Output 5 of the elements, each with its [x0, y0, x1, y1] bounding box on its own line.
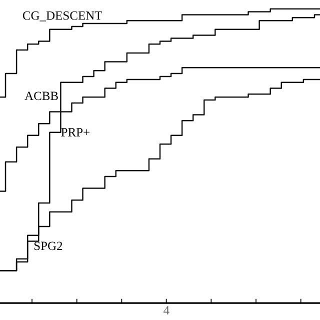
series-label: CG_DESCENT — [22, 11, 102, 22]
series-label: PRP+ — [61, 128, 90, 136]
series-label: SPG2 — [34, 242, 62, 250]
series-label: ACBB — [24, 92, 58, 100]
text: 4 — [164, 306, 170, 314]
